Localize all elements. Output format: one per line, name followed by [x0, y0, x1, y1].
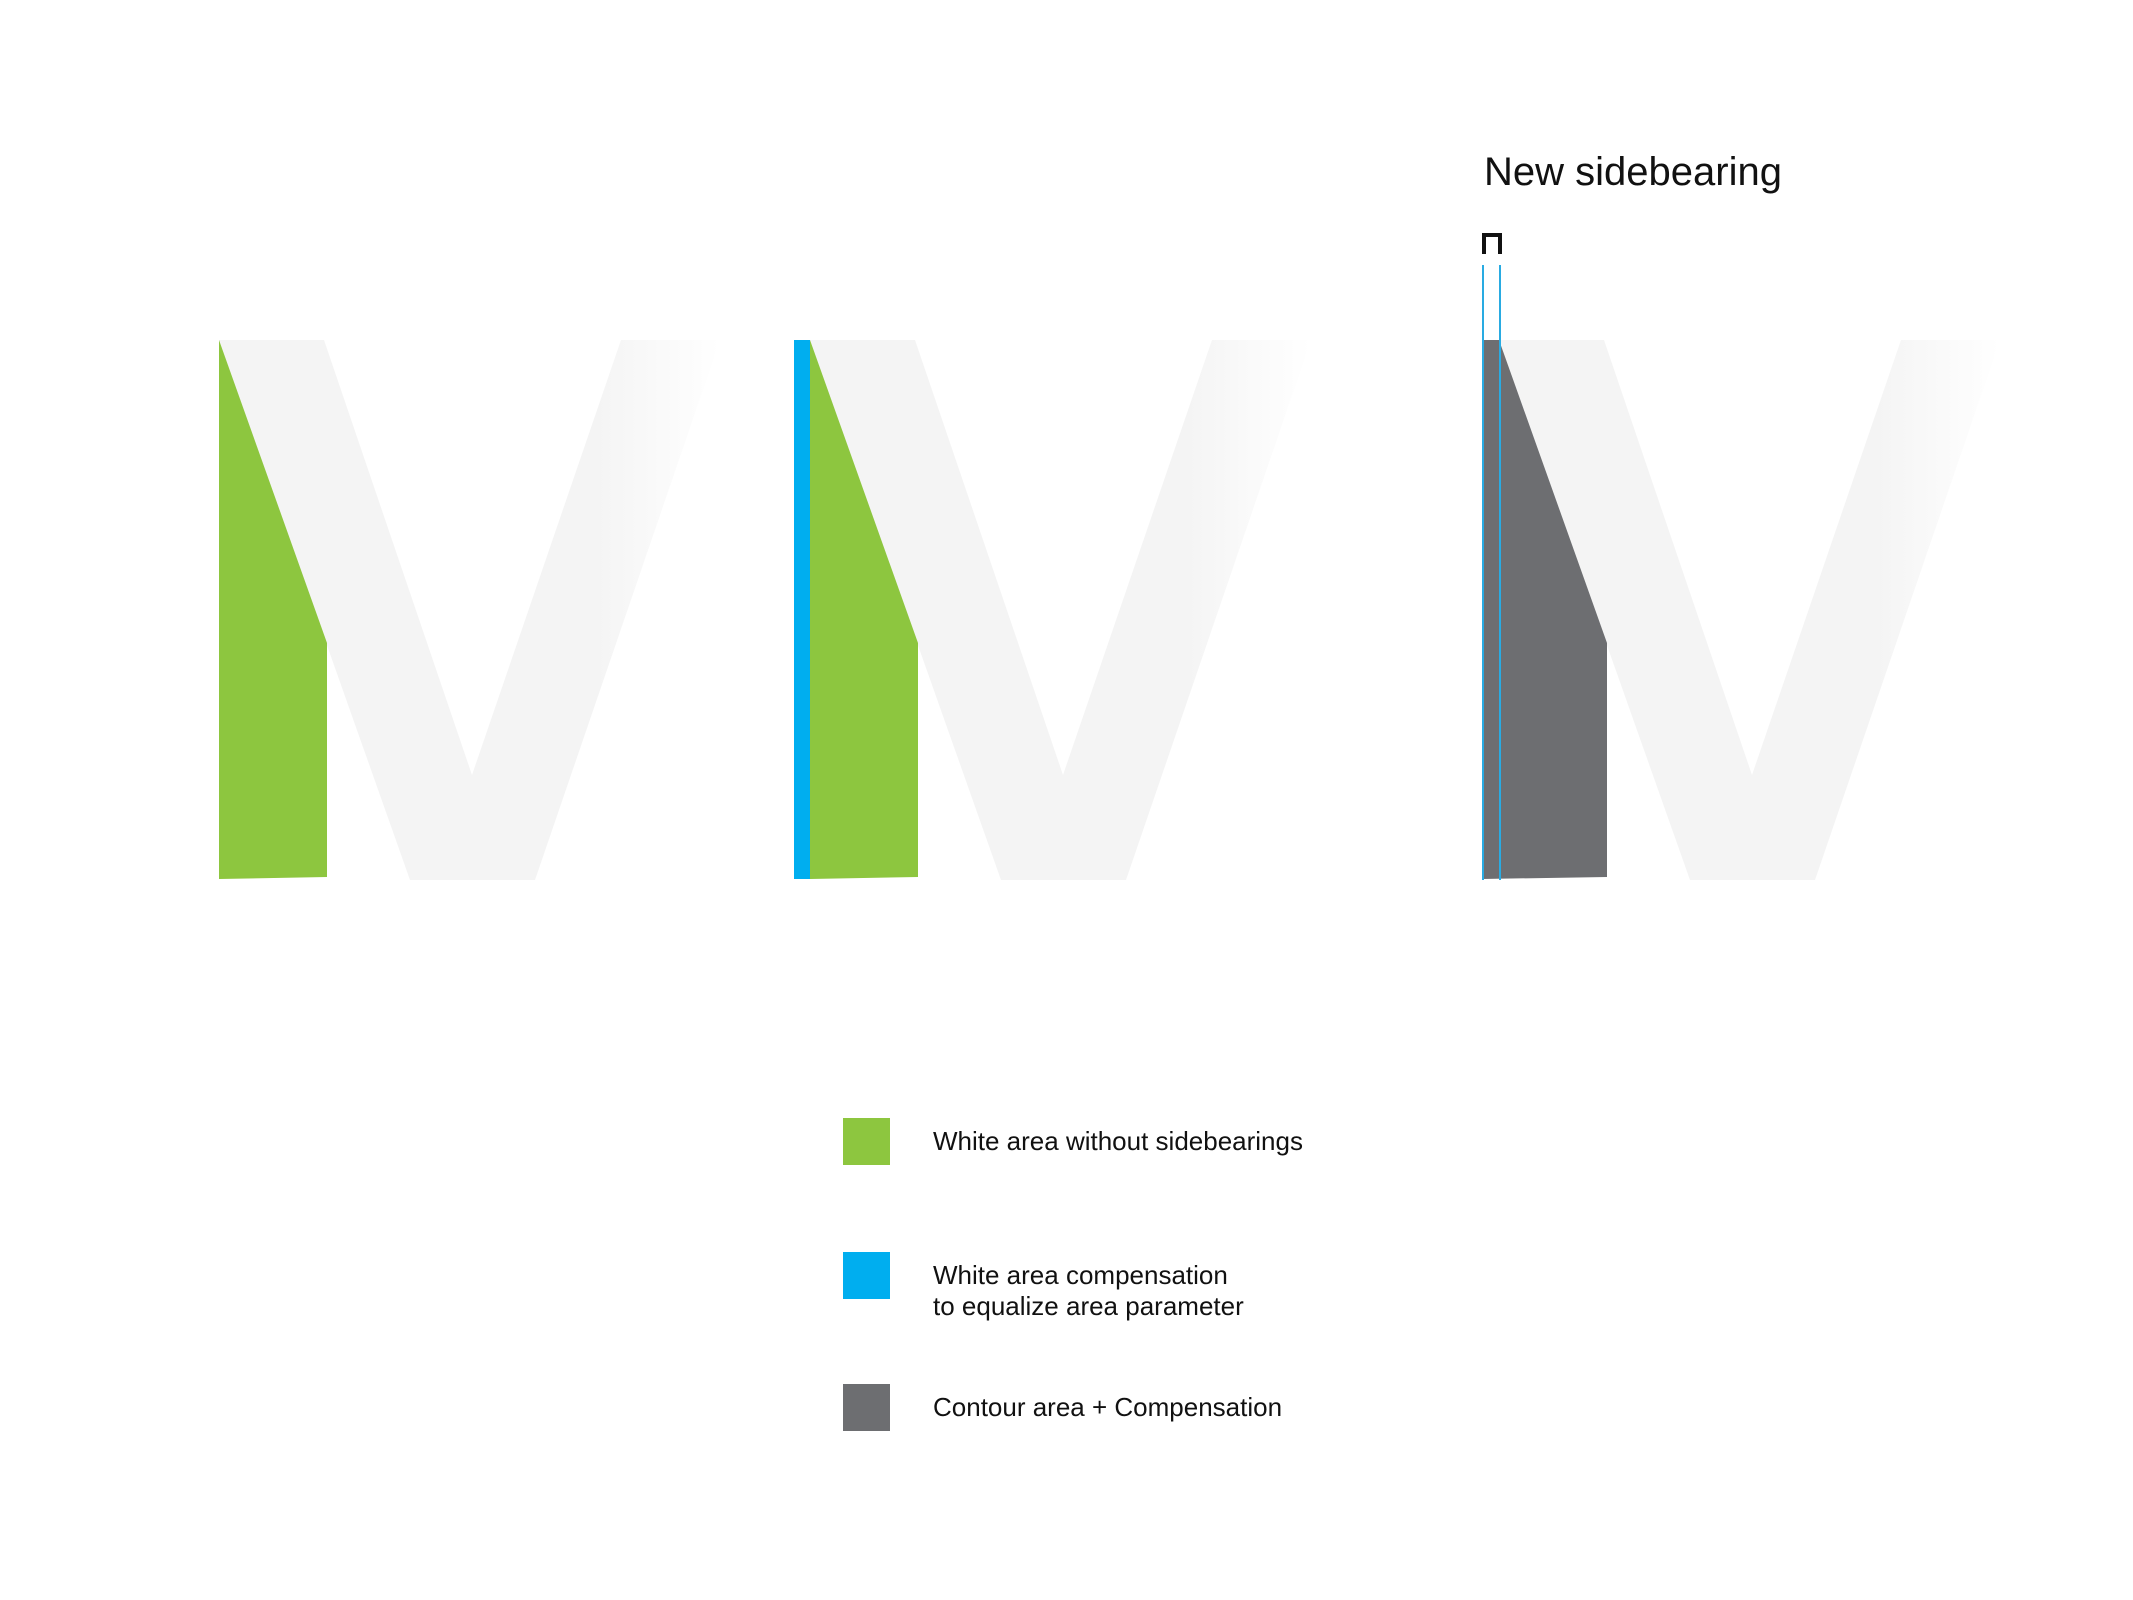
contour-area-shape-3 [1482, 340, 1607, 879]
legend-swatch-green [843, 1118, 890, 1165]
legend-swatch-gray [843, 1384, 890, 1431]
new-sidebearing-label: New sidebearing [1484, 150, 1782, 194]
white-area-shape-2 [810, 340, 918, 879]
compensation-bar-2 [794, 340, 810, 879]
legend-swatch-blue [843, 1252, 890, 1299]
glyph-v-1 [219, 340, 720, 880]
glyph-v-3 [1499, 340, 2000, 880]
legend-label: White area compensation to equalize area… [933, 1260, 1244, 1321]
sidebearing-bracket [1482, 233, 1502, 254]
glyph-panel-1 [219, 340, 720, 880]
glyph-v-2 [810, 340, 1311, 880]
white-area-shape-1 [219, 340, 327, 879]
glyph-panel-3 [1482, 233, 2000, 880]
legend-label: White area without sidebearings [933, 1126, 1303, 1156]
legend-label: Contour area + Compensation [933, 1392, 1283, 1422]
glyph-panel-2 [794, 340, 1311, 880]
